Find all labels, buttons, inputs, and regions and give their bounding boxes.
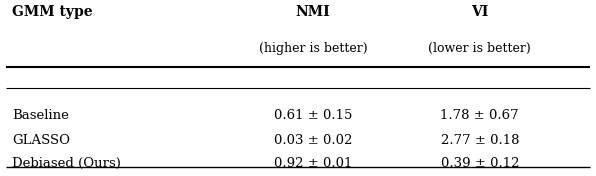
- Text: 0.92 ± 0.01: 0.92 ± 0.01: [274, 157, 352, 170]
- Text: (lower is better): (lower is better): [429, 42, 531, 55]
- Text: GMM type: GMM type: [12, 5, 92, 19]
- Text: 1.78 ± 0.67: 1.78 ± 0.67: [440, 109, 519, 122]
- Text: NMI: NMI: [296, 5, 330, 19]
- Text: VI: VI: [471, 5, 489, 19]
- Text: Baseline: Baseline: [12, 109, 69, 122]
- Text: 0.39 ± 0.12: 0.39 ± 0.12: [440, 157, 519, 170]
- Text: 0.61 ± 0.15: 0.61 ± 0.15: [274, 109, 352, 122]
- Text: GLASSO: GLASSO: [12, 134, 70, 147]
- Text: (higher is better): (higher is better): [259, 42, 367, 55]
- Text: Debiased (Ours): Debiased (Ours): [12, 157, 121, 170]
- Text: 0.03 ± 0.02: 0.03 ± 0.02: [274, 134, 352, 147]
- Text: 2.77 ± 0.18: 2.77 ± 0.18: [440, 134, 519, 147]
